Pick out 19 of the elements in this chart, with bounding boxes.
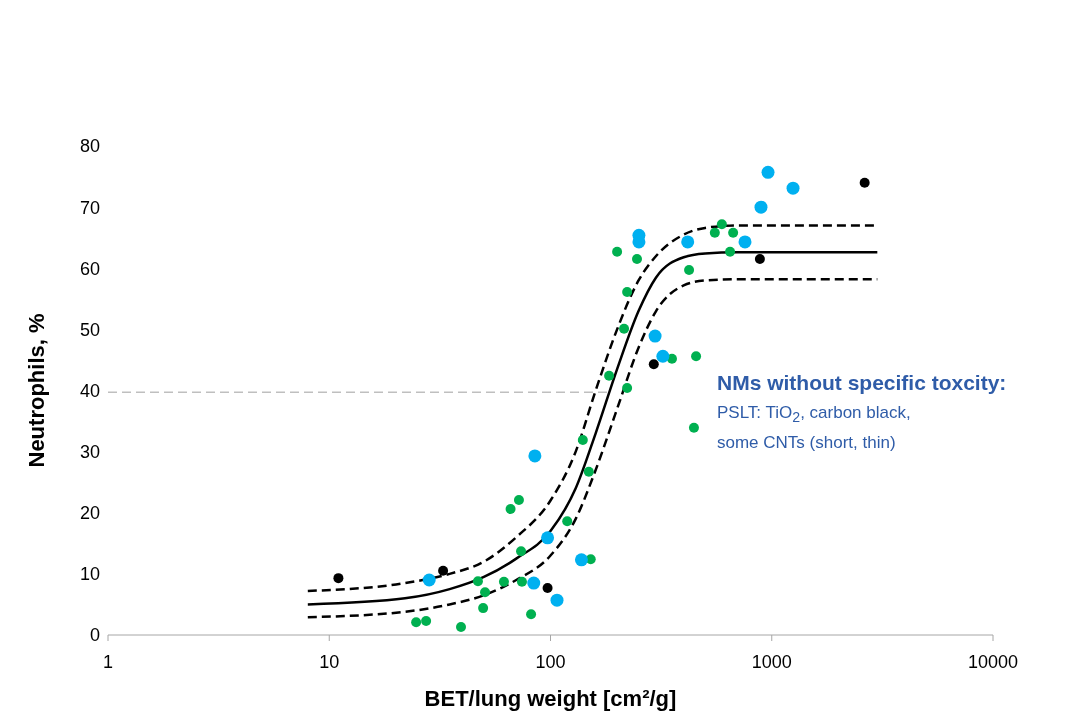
x-tick-label: 10 [319, 651, 340, 672]
y-tick-label: 60 [79, 258, 100, 279]
y-tick-label: 20 [79, 503, 100, 524]
y-tick-label: 80 [79, 136, 100, 157]
x-tick-label: 1000 [751, 651, 792, 672]
y-tick-label: 0 [89, 625, 100, 646]
y-tick-label: 10 [79, 564, 100, 585]
y-tick-label: 50 [79, 319, 100, 340]
annotation: some CNTs (short, thin) [717, 432, 897, 455]
annotation: PSLT: TiO$_{2}$, carbon black, [717, 402, 912, 428]
y-tick-label: 70 [79, 197, 100, 218]
x-tick-label: 100 [535, 651, 566, 672]
x-tick-label: 1 [102, 651, 114, 672]
annotation: NMs without specific toxcity: [717, 370, 1007, 396]
x-tick-label: 10000 [967, 651, 1019, 672]
y-axis-title: Neutrophils, % [23, 313, 49, 468]
x-axis-title: BET/lung weight [cm²/g] [424, 686, 677, 711]
y-tick-label: 40 [79, 380, 100, 401]
y-tick-label: 30 [79, 442, 100, 463]
